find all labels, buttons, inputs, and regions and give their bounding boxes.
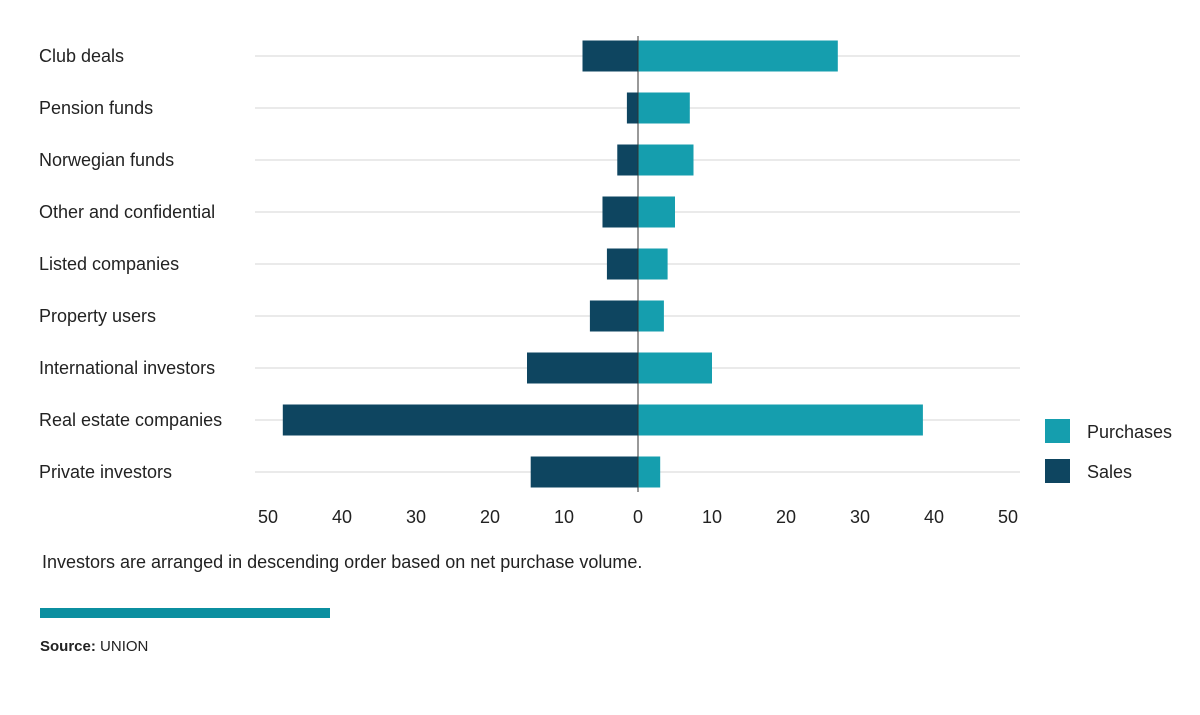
bar-sales (530, 456, 638, 488)
category-label: Norwegian funds (39, 150, 174, 170)
x-tick-label: 40 (332, 507, 352, 527)
x-tick-label: 0 (633, 507, 643, 527)
source-label: Source: (40, 638, 96, 655)
x-tick-label: 50 (998, 507, 1018, 527)
bar-sales (527, 352, 638, 384)
category-labels: Club deals Pension funds Norwegian funds Ot… (39, 46, 222, 482)
bar-sales (602, 196, 638, 228)
category-label: Property users (39, 306, 156, 326)
bar-purchases (638, 248, 668, 280)
legend-label: Sales (1087, 462, 1132, 482)
x-tick-label: 10 (702, 507, 722, 527)
category-label: Listed companies (39, 254, 179, 274)
legend: Purchases Sales (1045, 419, 1172, 483)
legend-label: Purchases (1087, 422, 1172, 442)
bars (282, 40, 923, 488)
source-line: Source: UNION (40, 638, 148, 655)
bar-purchases (638, 40, 838, 72)
source-value: UNION (95, 638, 149, 655)
bar-purchases (638, 352, 712, 384)
category-label: Other and confidential (39, 202, 215, 222)
category-label: Real estate companies (39, 410, 222, 430)
bar-sales (582, 40, 638, 72)
category-label: International investors (39, 358, 215, 378)
bar-sales (589, 300, 638, 332)
category-label: Club deals (39, 46, 124, 66)
bar-sales (626, 92, 638, 124)
bar-purchases (638, 300, 664, 332)
x-tick-label: 30 (406, 507, 426, 527)
bar-sales (606, 248, 638, 280)
chart-note: Investors are arranged in descending ord… (42, 552, 643, 572)
category-label: Pension funds (39, 98, 153, 118)
bar-purchases (638, 144, 694, 176)
bar-purchases (638, 92, 690, 124)
x-tick-label: 30 (850, 507, 870, 527)
bar-sales (282, 404, 638, 436)
legend-swatch (1045, 459, 1070, 483)
chart: Club deals Pension funds Norwegian funds Ot… (39, 36, 1172, 527)
bar-purchases (638, 456, 661, 488)
category-label: Private investors (39, 462, 172, 482)
accent-divider (40, 608, 330, 618)
x-tick-label: 50 (258, 507, 278, 527)
bar-purchases (638, 404, 923, 436)
bar-purchases (638, 196, 675, 228)
bar-sales (617, 144, 638, 176)
x-tick-label: 10 (554, 507, 574, 527)
x-axis-tick-labels: 50 40 30 20 10 0 10 20 30 40 50 (258, 507, 1018, 527)
x-tick-label: 20 (480, 507, 500, 527)
x-tick-label: 20 (776, 507, 796, 527)
x-tick-label: 40 (924, 507, 944, 527)
legend-swatch (1045, 419, 1070, 443)
